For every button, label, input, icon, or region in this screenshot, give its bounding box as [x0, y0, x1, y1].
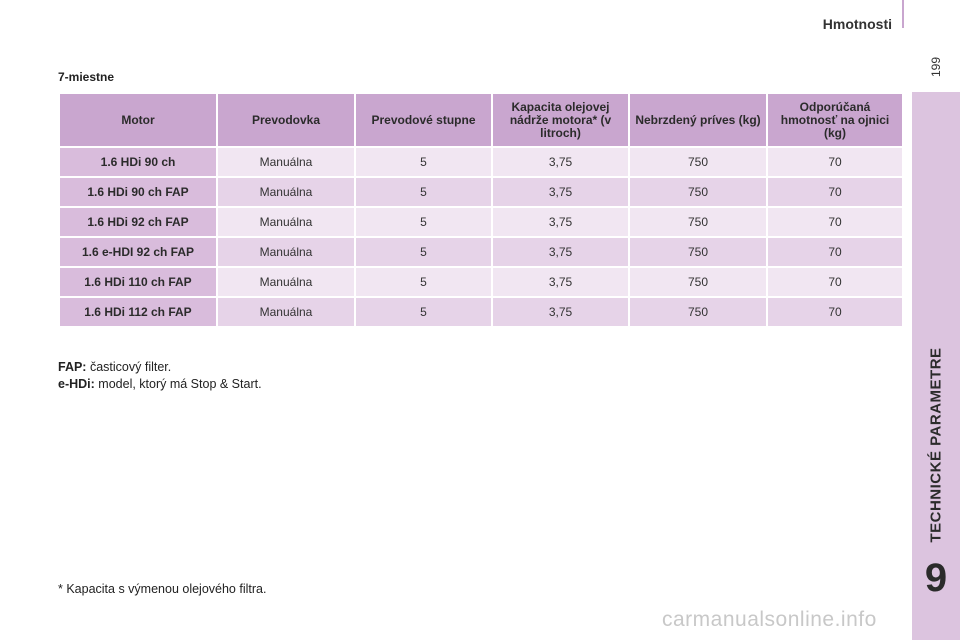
cell-gears: 5: [354, 266, 493, 298]
cell-oil-capacity: 3,75: [491, 176, 630, 208]
column-header-gears: Prevodové stupne: [354, 92, 493, 148]
cell-nose-weight: 70: [766, 266, 904, 298]
section-title: 7-miestne: [58, 70, 115, 84]
note-term: FAP:: [58, 360, 87, 374]
footnote: * Kapacita s výmenou olejového filtra.: [58, 582, 267, 596]
cell-oil-capacity: 3,75: [491, 236, 630, 268]
header-divider: [902, 0, 904, 28]
column-header-unbraked-trailer: Nebrzdený príves (kg): [628, 92, 768, 148]
note-ehdi: e-HDi: model, ktorý má Stop & Start.: [58, 377, 262, 391]
cell-gears: 5: [354, 206, 493, 238]
cell-motor: 1.6 HDi 92 ch FAP: [58, 206, 218, 238]
note-term: e-HDi:: [58, 377, 95, 391]
table-row: 1.6 HDi 90 ch Manuálna 5 3,75 750 70: [58, 146, 904, 178]
cell-gears: 5: [354, 146, 493, 178]
cell-nose-weight: 70: [766, 296, 904, 328]
cell-nose-weight: 70: [766, 146, 904, 178]
column-header-motor: Motor: [58, 92, 218, 148]
cell-gears: 5: [354, 296, 493, 328]
table-row: 1.6 HDi 110 ch FAP Manuálna 5 3,75 750 7…: [58, 266, 904, 298]
column-header-nose-weight: Odporúčaná hmotnosť na ojnici (kg): [766, 92, 904, 148]
cell-gearbox: Manuálna: [216, 296, 356, 328]
column-header-gearbox: Prevodovka: [216, 92, 356, 148]
cell-unbraked-trailer: 750: [628, 236, 768, 268]
chapter-number: 9: [924, 556, 948, 600]
note-fap: FAP: časticový filter.: [58, 360, 171, 374]
cell-motor: 1.6 HDi 90 ch: [58, 146, 218, 178]
note-text: časticový filter.: [89, 360, 172, 374]
cell-unbraked-trailer: 750: [628, 206, 768, 238]
table-row: 1.6 HDi 92 ch FAP Manuálna 5 3,75 750 70: [58, 206, 904, 238]
chapter-side-label-wrap: TECHNICKÉ PARAMETRE: [912, 330, 960, 560]
cell-gears: 5: [354, 236, 493, 268]
page-header-title: Hmotnosti: [822, 16, 892, 32]
cell-gearbox: Manuálna: [216, 266, 356, 298]
chapter-side-label: TECHNICKÉ PARAMETRE: [927, 347, 945, 543]
cell-gears: 5: [354, 176, 493, 208]
cell-oil-capacity: 3,75: [491, 206, 630, 238]
table-header-row: Motor Prevodovka Prevodové stupne Kapaci…: [58, 92, 904, 148]
table-row: 1.6 HDi 90 ch FAP Manuálna 5 3,75 750 70: [58, 176, 904, 208]
cell-nose-weight: 70: [766, 206, 904, 238]
cell-oil-capacity: 3,75: [491, 146, 630, 178]
page-number: 199: [929, 56, 943, 78]
table-row: 1.6 HDi 112 ch FAP Manuálna 5 3,75 750 7…: [58, 296, 904, 328]
cell-unbraked-trailer: 750: [628, 296, 768, 328]
cell-gearbox: Manuálna: [216, 146, 356, 178]
cell-gearbox: Manuálna: [216, 236, 356, 268]
cell-motor: 1.6 e-HDI 92 ch FAP: [58, 236, 218, 268]
cell-motor: 1.6 HDi 90 ch FAP: [58, 176, 218, 208]
note-text: model, ktorý má Stop & Start.: [98, 377, 262, 391]
table-row: 1.6 e-HDI 92 ch FAP Manuálna 5 3,75 750 …: [58, 236, 904, 268]
watermark: carmanualsonline.info: [662, 608, 877, 631]
cell-gearbox: Manuálna: [216, 206, 356, 238]
cell-unbraked-trailer: 750: [628, 176, 768, 208]
cell-gearbox: Manuálna: [216, 176, 356, 208]
cell-unbraked-trailer: 750: [628, 146, 768, 178]
cell-motor: 1.6 HDi 112 ch FAP: [58, 296, 218, 328]
column-header-oil-capacity: Kapacita olejovej nádrže motora* (v litr…: [491, 92, 630, 148]
cell-motor: 1.6 HDi 110 ch FAP: [58, 266, 218, 298]
cell-nose-weight: 70: [766, 176, 904, 208]
cell-nose-weight: 70: [766, 236, 904, 268]
cell-oil-capacity: 3,75: [491, 266, 630, 298]
weights-table: Motor Prevodovka Prevodové stupne Kapaci…: [58, 92, 904, 328]
cell-oil-capacity: 3,75: [491, 296, 630, 328]
cell-unbraked-trailer: 750: [628, 266, 768, 298]
chapter-side-tab: [912, 92, 960, 640]
